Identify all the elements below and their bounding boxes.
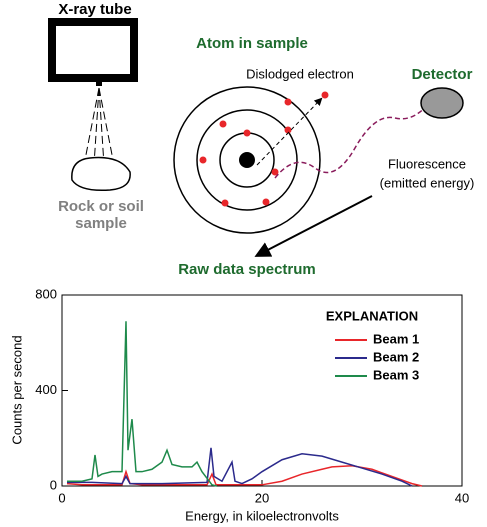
y-tick-label: 0 (50, 477, 57, 492)
sample-label: Rock or soil (58, 198, 144, 215)
chart-title: Raw data spectrum (178, 261, 316, 278)
y-axis-label: Counts per second (9, 335, 24, 444)
x-axis-label: Energy, in kiloelectronvolts (185, 508, 339, 523)
nucleus (239, 152, 255, 168)
rock-sample (71, 156, 131, 192)
detector (420, 87, 464, 119)
x-ray-tube (48, 18, 138, 82)
detector-label: Detector (412, 66, 473, 83)
atom (173, 86, 321, 234)
diagram: X-ray tube Rock or soil sample Atom in s… (48, 1, 475, 257)
y-tick-label: 400 (35, 382, 57, 397)
tube-label: X-ray tube (58, 1, 131, 18)
series-line (67, 447, 413, 487)
x-tick-label: 0 (58, 490, 65, 505)
tube-nozzle (96, 80, 102, 86)
series-line (67, 321, 218, 487)
arrow (254, 195, 373, 257)
electron-label: Dislodged electron (246, 66, 354, 81)
y-tick-label: 800 (35, 286, 57, 301)
legend-label: Beam 1 (373, 331, 419, 346)
x-tick-label: 40 (455, 490, 469, 505)
chart: Raw data spectrum Energy, in kiloelectro… (9, 261, 463, 523)
fluorescence-label: (emitted energy) (380, 175, 475, 190)
x-ray-beam (83, 87, 115, 166)
sample-label: sample (75, 215, 127, 232)
electrons (199, 91, 329, 207)
legend-title: EXPLANATION (326, 308, 418, 323)
atom-label: Atom in sample (196, 35, 308, 52)
fluorescence-wave (274, 97, 434, 179)
fluorescence-label: Fluorescence (388, 156, 466, 171)
x-tick-label: 20 (255, 490, 269, 505)
electron-path (256, 97, 323, 166)
legend-label: Beam 2 (373, 349, 419, 364)
legend-label: Beam 3 (373, 367, 419, 382)
